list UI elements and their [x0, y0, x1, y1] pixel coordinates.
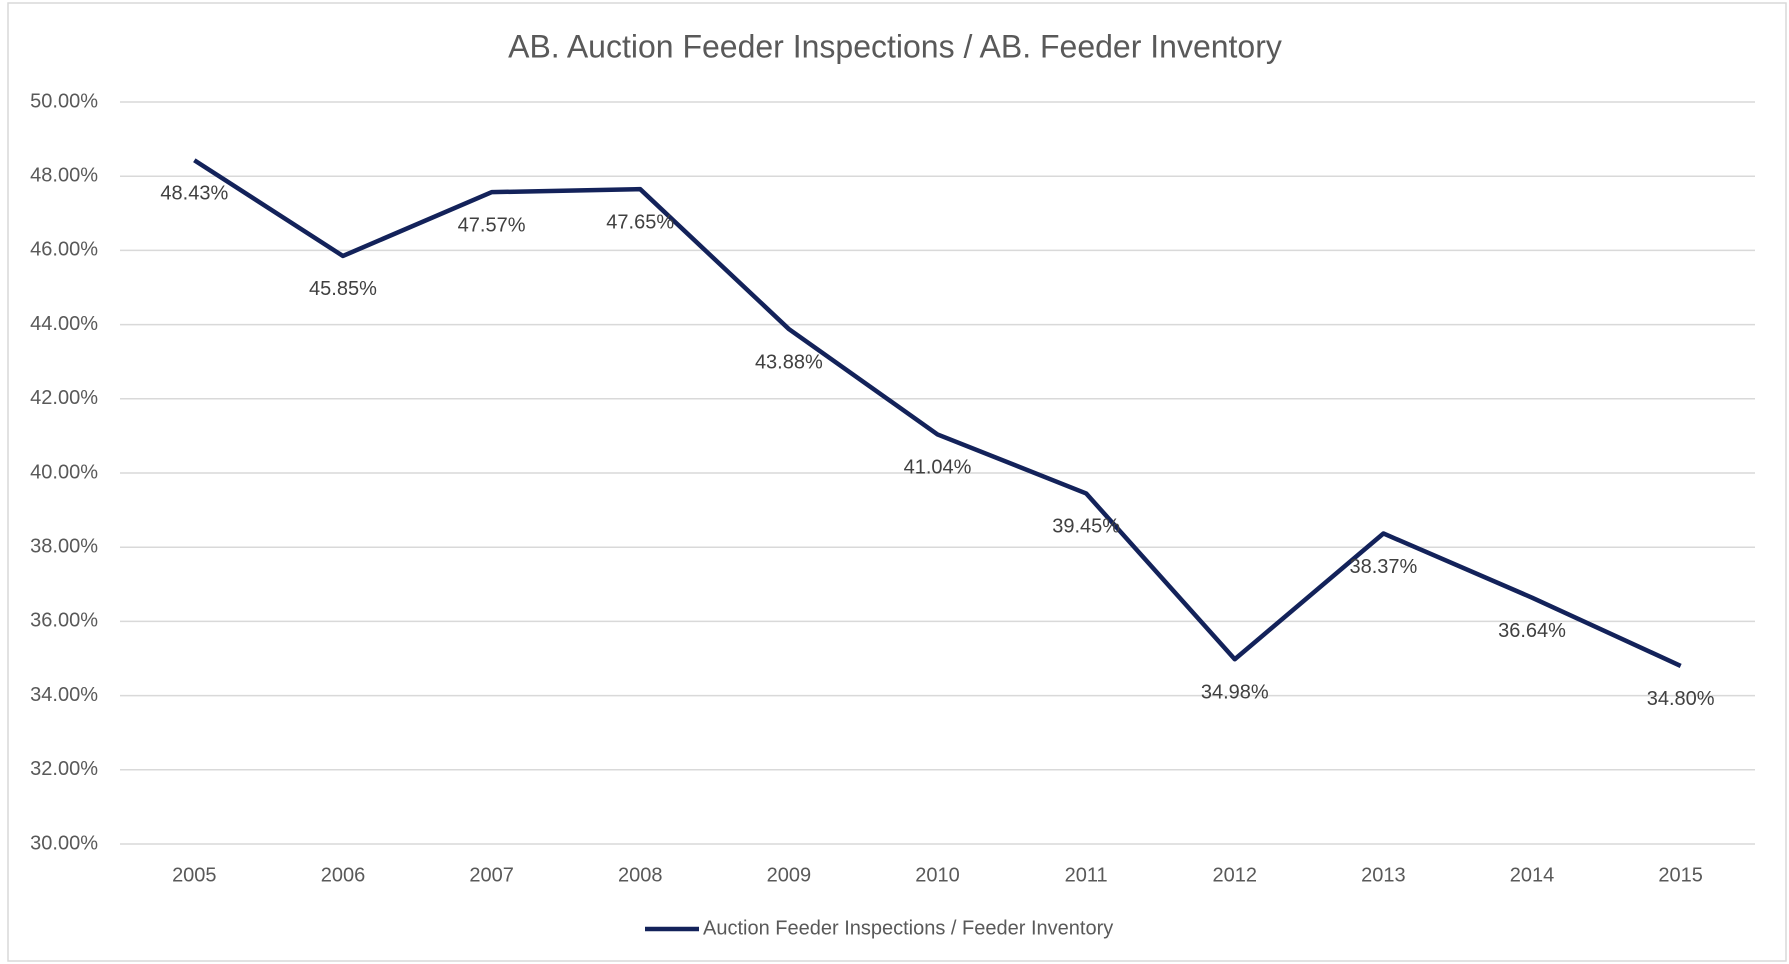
y-tick-label: 50.00%: [30, 90, 98, 112]
x-tick-label: 2009: [767, 864, 812, 886]
x-tick-label: 2006: [321, 864, 366, 886]
data-label: 34.80%: [1647, 688, 1715, 710]
x-tick-label: 2008: [618, 864, 663, 886]
chart-frame: [7, 2, 1787, 962]
series-line: [193, 158, 1682, 668]
y-tick-label: 40.00%: [30, 461, 98, 483]
x-tick-label: 2012: [1213, 864, 1258, 886]
data-label: 39.45%: [1052, 516, 1120, 538]
y-tick-label: 32.00%: [30, 758, 98, 780]
data-label: 34.98%: [1201, 682, 1269, 704]
data-label: 47.57%: [458, 214, 526, 236]
y-tick-label: 34.00%: [30, 684, 98, 706]
y-tick-label: 36.00%: [30, 610, 98, 632]
x-tick-label: 2011: [1065, 864, 1108, 886]
data-label: 36.64%: [1498, 620, 1566, 642]
legend-label: Auction Feeder Inspections / Feeder Inve…: [703, 917, 1113, 939]
y-tick-label: 30.00%: [30, 832, 98, 854]
data-label: 38.37%: [1349, 556, 1417, 578]
data-label: 41.04%: [904, 457, 972, 479]
x-tick-label: 2015: [1658, 864, 1703, 886]
data-label: 47.65%: [606, 211, 674, 233]
x-tick-label: 2007: [469, 864, 514, 886]
data-label: 48.43%: [160, 183, 228, 205]
y-tick-label: 48.00%: [30, 164, 98, 186]
y-tick-label: 44.00%: [30, 313, 98, 335]
x-tick-label: 2013: [1361, 864, 1406, 886]
y-tick-label: 46.00%: [30, 239, 98, 261]
y-tick-label: 42.00%: [30, 387, 98, 409]
y-tick-label: 38.00%: [30, 535, 98, 557]
x-tick-label: 2010: [915, 864, 960, 886]
x-tick-label: 2014: [1510, 864, 1555, 886]
chart-title: AB. Auction Feeder Inspections / AB. Fee…: [508, 28, 1282, 64]
x-tick-label: 2005: [172, 864, 217, 886]
data-label: 43.88%: [755, 351, 823, 373]
data-label: 45.85%: [309, 278, 377, 300]
